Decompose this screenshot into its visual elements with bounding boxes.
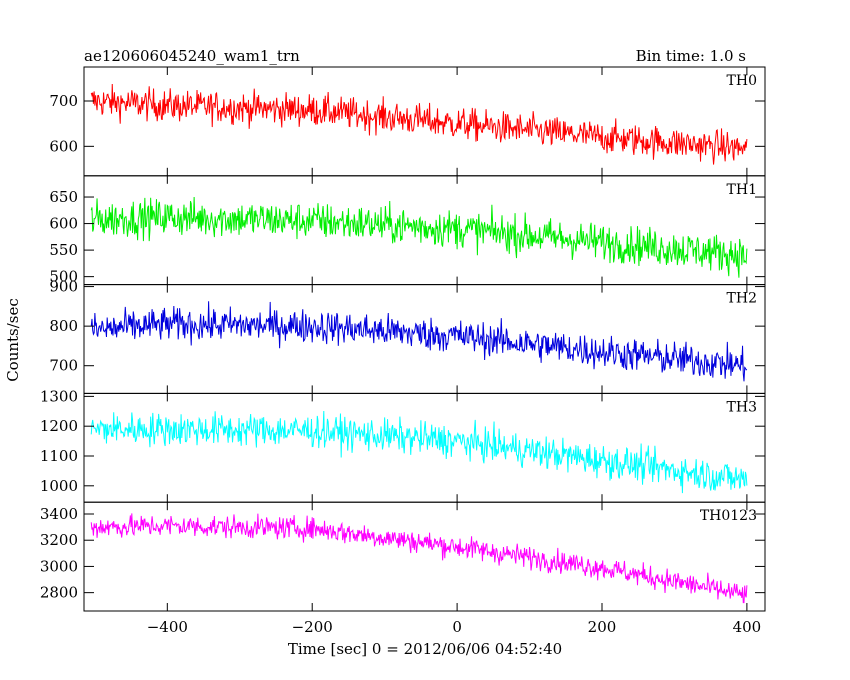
y-tick-label: 1000 <box>40 477 78 495</box>
panel-th3: 1000 1100 1200 1300 TH3 <box>40 387 766 503</box>
series-line-th1 <box>90 197 748 278</box>
y-tick-label: 600 <box>49 137 78 155</box>
x-tick-label: −400 <box>147 618 188 636</box>
y-tick-label: 500 <box>49 268 78 286</box>
x-axis-label: Time [sec] 0 = 2012/06/06 04:52:40 <box>288 640 562 658</box>
y-axis-label: Counts/sec <box>4 298 22 382</box>
panel-th0: 600 700 TH0 <box>49 66 766 177</box>
y-tick-label: 1100 <box>40 447 78 465</box>
bin-time-label: Bin time: 1.0 s <box>636 47 746 65</box>
y-tick-label: 800 <box>49 317 78 335</box>
x-tick-label: 200 <box>588 618 617 636</box>
panel-label-th1: TH1 <box>727 182 757 198</box>
y-tick-label: 1200 <box>40 417 78 435</box>
y-tick-label: 600 <box>49 215 78 233</box>
x-tick-label: 400 <box>733 618 762 636</box>
panel-label-th2: TH2 <box>727 291 757 307</box>
y-tick-label: 1300 <box>40 387 78 405</box>
y-tick-label: 900 <box>49 278 78 296</box>
y-tick-label: 2800 <box>40 584 78 602</box>
y-tick-label: 3400 <box>40 505 78 523</box>
series-line-th2 <box>90 301 748 382</box>
panel-th2: 700 800 900 TH2 <box>49 278 766 394</box>
x-tick-label: −200 <box>292 618 333 636</box>
panel-frame <box>83 66 766 177</box>
y-tick-label: 3200 <box>40 531 78 549</box>
series-line-th0 <box>90 84 748 165</box>
y-tick-label: 3000 <box>40 557 78 575</box>
panel-frame <box>83 392 766 503</box>
x-tick-label: 0 <box>452 618 462 636</box>
y-tick-label: 700 <box>49 357 78 375</box>
panel-label-th3: TH3 <box>727 399 757 415</box>
x-axis: −400 −200 0 200 400 <box>147 618 761 636</box>
chart-title: ae120606045240_wam1_trn <box>84 47 300 65</box>
panel-th0123: 2800 3000 3200 3400 TH0123 <box>40 501 766 612</box>
y-tick-label: 650 <box>49 188 78 206</box>
panel-th1: 500 550 600 650 TH1 <box>49 175 766 286</box>
panel-label-th0: TH0 <box>727 73 757 89</box>
panel-frame <box>83 501 766 612</box>
y-tick-label: 700 <box>49 92 78 110</box>
y-tick-label: 550 <box>49 241 78 259</box>
panels-group: 600 700 TH0 500 550 600 650 TH1 700 800 900 TH2 1000… <box>40 66 766 612</box>
series-line-th0123 <box>90 513 748 604</box>
series-line-th3 <box>90 411 748 494</box>
panel-label-th0123: TH0123 <box>700 508 757 524</box>
